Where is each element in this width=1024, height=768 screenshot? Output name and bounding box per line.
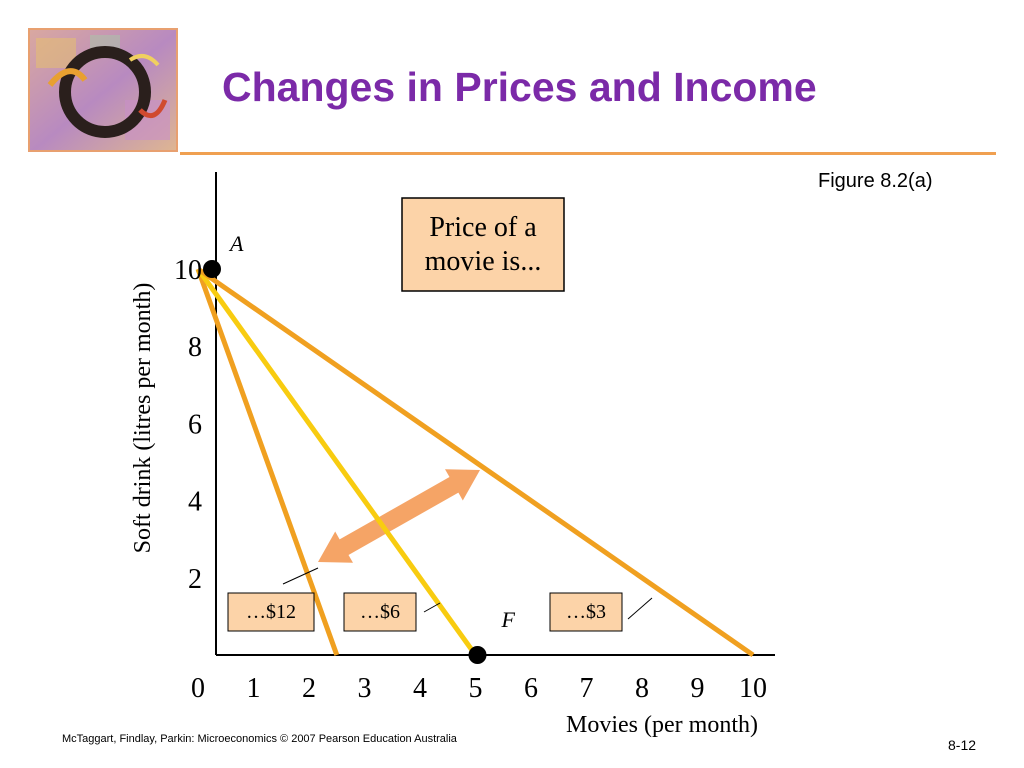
- series-label-box: [549, 592, 623, 632]
- x-tick-label: 1: [247, 673, 261, 704]
- series-leader-line: [627, 597, 653, 620]
- slide-title: Changes in Prices and Income: [222, 64, 817, 110]
- callout-text-line: Price of a: [429, 212, 537, 243]
- callout-text-line: movie is...: [425, 246, 542, 277]
- y-tick-label: 8: [188, 332, 202, 363]
- callout-box: [401, 197, 565, 292]
- x-tick-label: 3: [358, 673, 372, 704]
- page-number: 8-12: [948, 737, 977, 753]
- point-label-a: A: [228, 231, 244, 256]
- budget-line-3: [196, 266, 755, 658]
- footer-credit: McTaggart, Findlay, Parkin: Microeconomi…: [62, 733, 457, 745]
- x-tick-label: 2: [302, 673, 316, 704]
- x-tick-label: 7: [580, 673, 594, 704]
- point-f: [468, 646, 487, 664]
- series-label: …$6: [360, 601, 400, 623]
- y-axis-title: Soft drink (litres per month): [130, 283, 156, 554]
- figure-label: Figure 8.2(a): [818, 170, 933, 192]
- budget-line-12: [195, 268, 340, 656]
- point-label-f: F: [501, 607, 516, 632]
- series-label-box: [343, 592, 417, 632]
- y-tick-label: 6: [188, 409, 202, 440]
- series-label: …$3: [566, 601, 606, 623]
- series-leader-line: [282, 567, 319, 585]
- x-tick-label: 0: [191, 673, 205, 704]
- x-tick-label: 8: [635, 673, 649, 704]
- pivot-arrow: [318, 469, 480, 563]
- logo-image: [28, 28, 178, 152]
- point-a: [203, 260, 221, 278]
- budget-line-6: [195, 267, 478, 657]
- title-divider: [180, 152, 996, 155]
- x-tick-label: 6: [524, 673, 538, 704]
- x-tick-label: 10: [739, 673, 767, 704]
- series-label-box: [227, 592, 315, 632]
- y-tick-label: 4: [188, 487, 202, 518]
- x-tick-label: 5: [469, 673, 483, 704]
- logo-art-icon: [30, 30, 176, 150]
- x-tick-label: 9: [691, 673, 705, 704]
- x-tick-label: 4: [413, 673, 427, 704]
- y-tick-label: 2: [188, 564, 202, 595]
- y-tick-label: 10: [174, 255, 202, 286]
- series-leader-line: [423, 602, 441, 613]
- x-axis-title: Movies (per month): [566, 712, 758, 738]
- series-label: …$12: [246, 601, 296, 623]
